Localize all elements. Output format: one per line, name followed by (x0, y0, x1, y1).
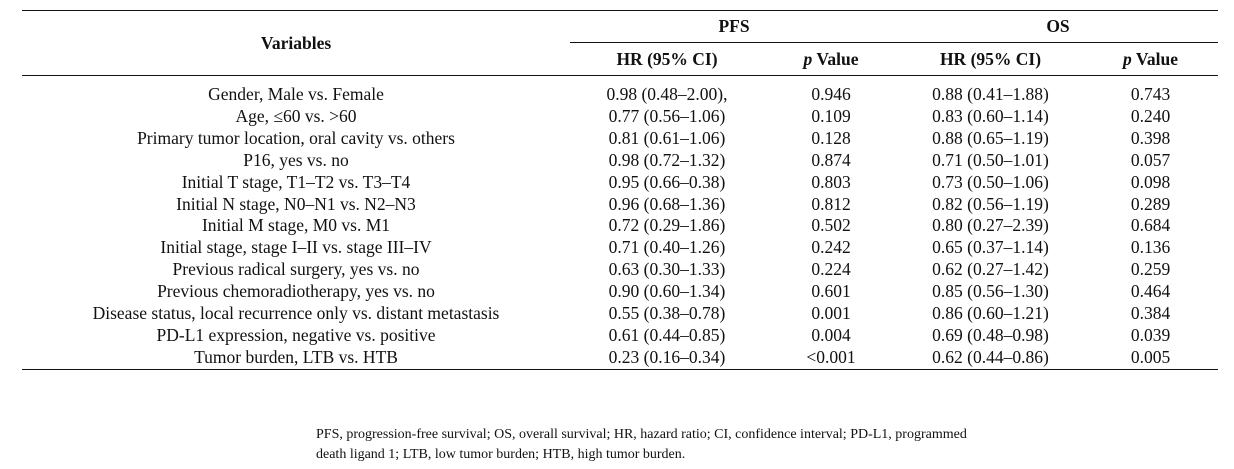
os-hr-cell: 0.69 (0.48–0.98) (932, 324, 1049, 345)
pfs-hr-cell: 0.72 (0.29–1.86) (608, 215, 726, 236)
variable-cell: Previous chemoradiotherapy, yes vs. no (157, 281, 435, 302)
os-group-header: OS (898, 10, 1218, 43)
table-row: Previous radical surgery, yes vs. no 0.63… (22, 259, 1218, 281)
pfs-p-value-cell: 0.004 (811, 324, 851, 345)
os-hr-cell: 0.82 (0.56–1.19) (932, 193, 1049, 214)
os-hr-header: HR (95% CI) (898, 42, 1083, 76)
variable-cell: Gender, Male vs. Female (208, 84, 384, 104)
pfs-hr-cell: 0.23 (0.16–0.34) (608, 346, 726, 367)
os-p-value-cell: 0.259 (1130, 259, 1171, 280)
pfs-p-value-cell: <0.001 (806, 346, 856, 367)
pfs-hr-cell: 0.63 (0.30–1.33) (608, 259, 726, 280)
os-p-value-cell: 0.384 (1130, 303, 1171, 324)
os-p-value-cell: 0.289 (1130, 193, 1171, 214)
pfs-p-value-cell: 0.803 (811, 171, 851, 192)
variable-cell: P16, yes vs. no (243, 149, 349, 170)
pfs-hr-cell: 0.61 (0.44–0.85) (608, 324, 726, 345)
os-p-value-cell: 0.098 (1130, 171, 1171, 192)
table-row: Previous chemoradiotherapy, yes vs. no 0.… (22, 281, 1218, 303)
os-hr-cell: 0.86 (0.60–1.21) (932, 303, 1049, 324)
os-p-value-header: p Value (1083, 42, 1218, 76)
table-body: Gender, Male vs. Female 0.98 (0.48–2.00),… (22, 76, 1218, 370)
variable-cell: Tumor burden, LTB vs. HTB (194, 346, 398, 367)
table-row: Initial M stage, M0 vs. M1 0.72 (0.29–1.8… (22, 215, 1218, 237)
os-p-value-cell: 0.057 (1130, 149, 1171, 170)
variable-cell: Age, ≤60 vs. >60 (235, 105, 357, 126)
pfs-p-value-cell: 0.812 (811, 193, 851, 214)
table-row: PD-L1 expression, negative vs. positive 0… (22, 325, 1218, 347)
os-hr-cell: 0.62 (0.44–0.86) (932, 346, 1049, 367)
pfs-p-value-header: p Value (764, 42, 898, 76)
os-p-value-cell: 0.464 (1130, 281, 1171, 302)
os-p-value-cell: 0.039 (1130, 324, 1171, 345)
pfs-hr-cell: 0.98 (0.72–1.32) (608, 149, 726, 170)
os-p-value-cell: 0.240 (1130, 105, 1171, 126)
table-row: Age, ≤60 vs. >60 0.77 (0.56–1.06) 0.109 0.8… (22, 106, 1218, 128)
os-hr-cell: 0.65 (0.37–1.14) (932, 237, 1049, 258)
results-table-container: Variables PFS OS HR (95% CI) p Value HR … (22, 10, 1218, 370)
pfs-hr-cell: 0.81 (0.61–1.06) (608, 127, 726, 148)
pfs-p-value-cell: 0.601 (811, 281, 851, 302)
variable-cell: Initial N stage, N0–N1 vs. N2–N3 (176, 193, 416, 214)
table-row: P16, yes vs. no 0.98 (0.72–1.32) 0.874 0.71… (22, 150, 1218, 172)
variable-cell: PD-L1 expression, negative vs. positive (156, 324, 436, 345)
p-value-word: Value (812, 48, 859, 69)
pfs-hr-cell: 0.77 (0.56–1.06) (608, 105, 726, 126)
table-row: Tumor burden, LTB vs. HTB 0.23 (0.16–0.34… (22, 347, 1218, 369)
table-footnote: PFS, progression-free survival; OS, over… (316, 425, 1216, 465)
table-row: Initial N stage, N0–N1 vs. N2–N3 0.96 (0.… (22, 194, 1218, 216)
variable-cell: Initial M stage, M0 vs. M1 (201, 215, 391, 236)
os-hr-cell: 0.88 (0.41–1.88) (932, 84, 1049, 104)
variable-cell: Initial T stage, T1–T2 vs. T3–T4 (181, 171, 411, 192)
os-hr-cell: 0.62 (0.27–1.42) (932, 259, 1049, 280)
os-hr-cell: 0.80 (0.27–2.39) (932, 215, 1049, 236)
pfs-hr-cell: 0.71 (0.40–1.26) (608, 237, 726, 258)
os-hr-cell: 0.85 (0.56–1.30) (932, 281, 1049, 302)
pfs-hr-cell: 0.90 (0.60–1.34) (608, 281, 726, 302)
p-symbol: p (1123, 48, 1132, 69)
pfs-hr-header: HR (95% CI) (570, 42, 764, 76)
variable-cell: Initial stage, stage I–II vs. stage III–… (160, 237, 432, 258)
hazard-ratio-table: Variables PFS OS HR (95% CI) p Value HR … (22, 10, 1218, 370)
pfs-hr-cell: 0.95 (0.66–0.38) (608, 171, 726, 192)
p-value-word: Value (1131, 48, 1178, 69)
pfs-p-value-cell: 0.001 (811, 303, 851, 324)
variable-cell: Previous radical surgery, yes vs. no (172, 259, 420, 280)
variable-cell: Disease status, local recurrence only vs… (92, 303, 500, 324)
pfs-p-value-cell: 0.946 (811, 84, 851, 104)
pfs-p-value-cell: 0.128 (811, 127, 851, 148)
pfs-p-value-cell: 0.109 (811, 105, 851, 126)
footnote-line-1: PFS, progression-free survival; OS, over… (316, 427, 967, 442)
pfs-p-value-cell: 0.242 (811, 237, 851, 258)
os-hr-cell: 0.88 (0.65–1.19) (932, 127, 1049, 148)
os-p-value-cell: 0.743 (1130, 84, 1171, 104)
table-row: Initial T stage, T1–T2 vs. T3–T4 0.95 (0.… (22, 172, 1218, 194)
footnote-line-2: death ligand 1; LTB, low tumor burden; H… (316, 447, 686, 462)
os-p-value-cell: 0.136 (1130, 237, 1171, 258)
pfs-hr-cell: 0.96 (0.68–1.36) (608, 193, 726, 214)
table-row: Primary tumor location, oral cavity vs. … (22, 128, 1218, 150)
os-hr-cell: 0.73 (0.50–1.06) (932, 171, 1049, 192)
p-symbol: p (803, 48, 813, 69)
os-p-value-cell: 0.398 (1130, 127, 1171, 148)
pfs-hr-cell: 0.98 (0.48–2.00), (606, 84, 728, 104)
pfs-p-value-cell: 0.874 (811, 149, 851, 170)
table-row: Initial stage, stage I–II vs. stage III–… (22, 237, 1218, 259)
os-hr-cell: 0.83 (0.60–1.14) (932, 105, 1049, 126)
os-hr-cell: 0.71 (0.50–1.01) (932, 149, 1049, 170)
table-row: Gender, Male vs. Female 0.98 (0.48–2.00),… (22, 76, 1218, 106)
pfs-p-value-cell: 0.502 (811, 215, 851, 236)
table-bottom-rule (22, 369, 1218, 370)
os-p-value-cell: 0.005 (1130, 346, 1171, 367)
pfs-group-header: PFS (570, 10, 898, 43)
table-header: Variables PFS OS HR (95% CI) p Value HR … (22, 10, 1218, 76)
table-row: Disease status, local recurrence only vs… (22, 303, 1218, 325)
variable-cell: Primary tumor location, oral cavity vs. … (137, 127, 455, 148)
pfs-p-value-cell: 0.224 (811, 259, 851, 280)
pfs-hr-cell: 0.55 (0.38–0.78) (608, 303, 726, 324)
variables-header: Variables (22, 10, 570, 76)
os-p-value-cell: 0.684 (1130, 215, 1171, 236)
